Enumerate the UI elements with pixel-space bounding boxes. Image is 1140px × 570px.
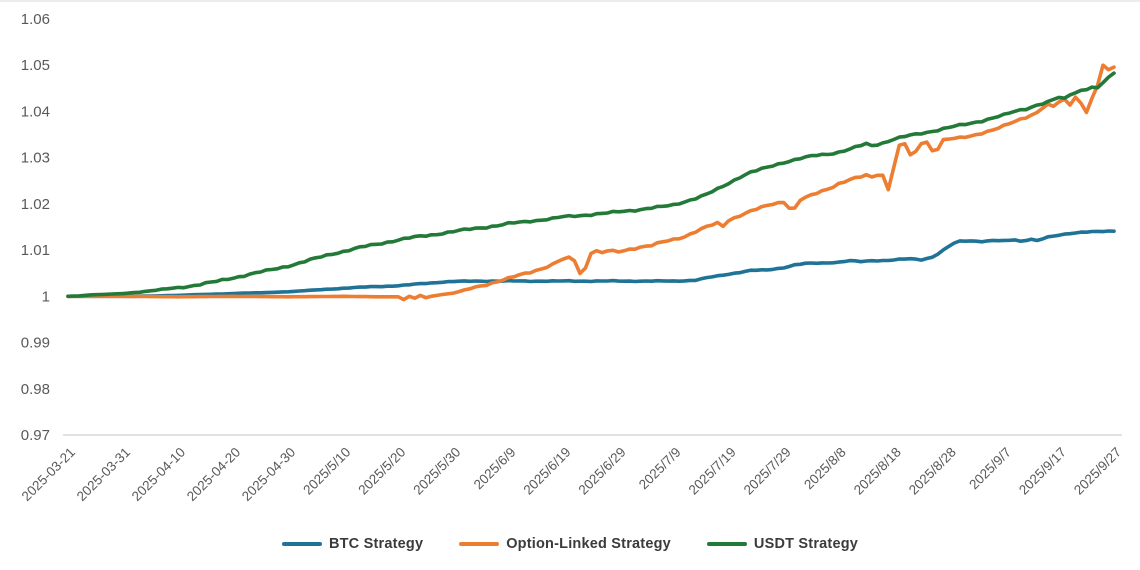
y-tick-label: 0.97 bbox=[21, 427, 50, 444]
x-tick-label: 2025/9/7 bbox=[966, 445, 1014, 493]
legend-item-usdt-strategy: USDT Strategy bbox=[706, 536, 859, 552]
x-tick-label: 2025-04-20 bbox=[184, 445, 243, 504]
legend-label-usdt: USDT Strategy bbox=[753, 536, 859, 552]
option-linked-line-swatch-icon bbox=[459, 541, 500, 547]
y-tick-label: 1.04 bbox=[21, 103, 50, 120]
btc-line-swatch-icon bbox=[281, 541, 322, 547]
x-tick-label: 2025/8/28 bbox=[906, 445, 959, 498]
x-tick-label: 2025/6/19 bbox=[521, 445, 574, 498]
x-tick-label: 2025-04-10 bbox=[129, 445, 188, 504]
legend-label-btc: BTC Strategy bbox=[328, 536, 424, 552]
chart-legend: BTC Strategy Option-Linked Strategy USDT… bbox=[0, 536, 1140, 552]
y-tick-label: 1.01 bbox=[21, 242, 50, 259]
x-tick-label: 2025/6/29 bbox=[576, 445, 629, 498]
x-tick-label: 2025/7/19 bbox=[686, 445, 739, 498]
series-line-1 bbox=[66, 63, 1116, 302]
series-line-0 bbox=[66, 229, 1116, 299]
x-tick-label: 2025/8/8 bbox=[801, 445, 849, 493]
x-tick-label: 2025/5/30 bbox=[410, 445, 463, 498]
y-tick-label: 0.99 bbox=[21, 335, 50, 352]
x-tick-label: 2025-04-30 bbox=[239, 445, 298, 504]
y-tick-label: 1.03 bbox=[21, 150, 50, 167]
x-tick-label: 2025/7/29 bbox=[741, 445, 794, 498]
y-tick-label: 1.05 bbox=[21, 57, 50, 74]
series-line-2 bbox=[66, 71, 1116, 299]
x-tick-label: 2025/5/20 bbox=[355, 445, 408, 498]
y-tick-label: 0.98 bbox=[21, 381, 50, 398]
x-tick-label: 2025/9/27 bbox=[1071, 445, 1124, 498]
y-tick-label: 1 bbox=[42, 288, 50, 305]
y-tick-label: 1.06 bbox=[21, 11, 50, 28]
usdt-line-swatch-icon bbox=[706, 541, 747, 547]
x-tick-label: 2025-03-31 bbox=[74, 445, 133, 504]
legend-item-option-linked-strategy: Option-Linked Strategy bbox=[459, 536, 671, 552]
x-tick-label: 2025/5/10 bbox=[300, 445, 353, 498]
y-tick-label: 1.02 bbox=[21, 196, 50, 213]
x-tick-label: 2025-03-21 bbox=[19, 445, 78, 504]
x-tick-label: 2025/8/18 bbox=[851, 445, 904, 498]
legend-item-btc-strategy: BTC Strategy bbox=[281, 536, 424, 552]
x-tick-label: 2025/9/17 bbox=[1016, 445, 1069, 498]
x-tick-label: 2025/6/9 bbox=[471, 445, 519, 493]
legend-label-option-linked: Option-Linked Strategy bbox=[506, 536, 671, 552]
x-tick-label: 2025/7/9 bbox=[636, 445, 684, 493]
